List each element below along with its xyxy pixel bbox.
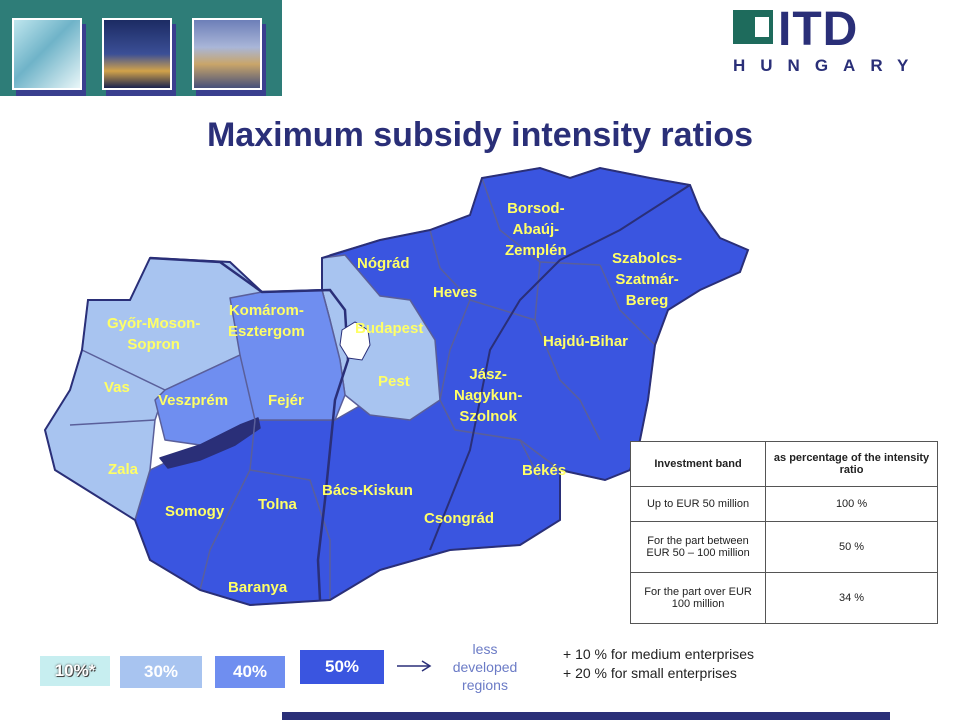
less-developed-regions-note: less developed regions (452, 641, 518, 693)
itd-logo-subtext: HUNGARY (733, 56, 924, 75)
chain-bridge-photo (192, 18, 262, 90)
table-cell: 34 % (765, 572, 938, 624)
bonus-small-enterprises: + 20 % for small enterprises (563, 665, 737, 681)
lake-balaton (159, 417, 261, 469)
itd-logo-mark-inner (755, 17, 769, 37)
county-label-fejer: Fejér (268, 392, 304, 409)
investment-band-table: Investment band as percentage of the int… (629, 441, 938, 624)
county-label-szabolcs: Szabolcs- Szatmár- Bereg (612, 250, 683, 309)
county-label-csongrad: Csongrád (424, 510, 495, 527)
county-label-bacs: Bács-Kiskun (322, 482, 413, 499)
legend-swatch-30: 30% (120, 656, 202, 688)
page-title: Maximum subsidy intensity ratios (206, 116, 754, 154)
county-label-veszprem: Veszprém (158, 392, 229, 409)
county-label-heves: Heves (433, 284, 478, 301)
itd-logo-text: ITD (778, 3, 859, 56)
table-row: For the part between EUR 50 – 100 millio… (629, 521, 938, 573)
county-label-borsod: Borsod- Abaúj- Zemplén (505, 200, 567, 259)
county-label-jasz: Jász- Nagykun- Szolnok (454, 366, 523, 425)
table-header-row: Investment band as percentage of the int… (629, 441, 938, 487)
table-cell: 50 % (765, 521, 938, 573)
table-row: For the part over EUR 100 million 34 % (629, 572, 938, 624)
bonus-medium-enterprises: + 10 % for medium enterprises (563, 646, 755, 662)
table-cell: For the part over EUR 100 million (629, 572, 767, 624)
legend-swatch-10: 10%* (40, 656, 110, 686)
footer-bar (282, 712, 890, 720)
parliament-photo (102, 18, 172, 90)
legend-swatch-50: 50% (300, 650, 384, 684)
table-cell: Up to EUR 50 million (629, 486, 767, 522)
table-row: Up to EUR 50 million 100 % (629, 486, 938, 522)
county-label-budapest: Budapest (355, 320, 424, 337)
county-label-nograd: Nógrád (357, 255, 410, 272)
county-label-baranya: Baranya (228, 579, 288, 596)
county-label-gyor: Győr-Moson- Sopron (107, 315, 201, 353)
table-header: Investment band (629, 441, 767, 487)
county-label-pest: Pest (378, 373, 410, 390)
county-label-komarom: Komárom- Esztergom (228, 302, 305, 340)
budapest-area (339, 321, 371, 361)
county-label-tolna: Tolna (258, 496, 297, 513)
county-label-vas: Vas (104, 379, 130, 396)
dna-helix-photo (12, 18, 82, 90)
county-label-somogy: Somogy (165, 503, 225, 520)
region-central (154, 289, 346, 446)
table-cell: 100 % (765, 486, 938, 522)
county-label-hajdu: Hajdú-Bihar (543, 333, 629, 350)
county-label-zala: Zala (108, 461, 139, 478)
county-label-bekes: Békés (522, 462, 567, 479)
arrow-right-icon (397, 660, 432, 672)
legend-swatch-40: 40% (215, 656, 285, 688)
table-cell: For the part between EUR 50 – 100 millio… (629, 521, 767, 573)
table-header: as percentage of the intensity ratio (765, 441, 938, 487)
